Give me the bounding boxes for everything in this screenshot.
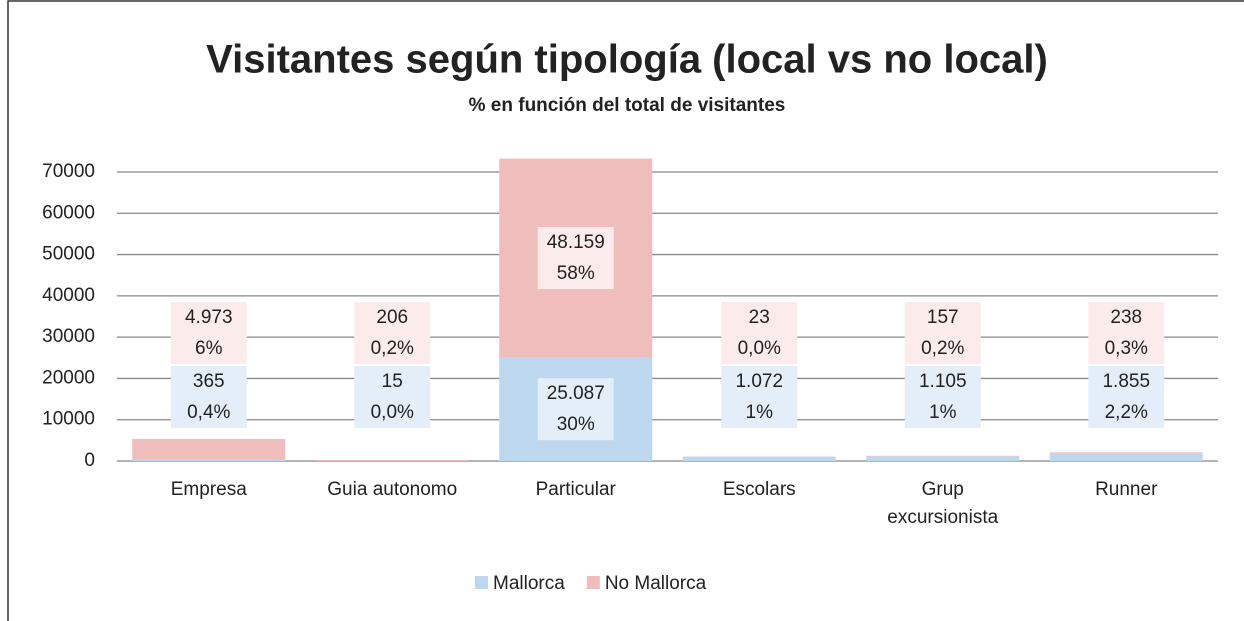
data-label: 157 [927,307,959,328]
data-label: 4.973 [185,307,233,328]
x-tick-label: Escolars [722,479,796,500]
data-label-box [354,302,431,364]
share-label: 6% [195,338,223,359]
data-label: 48.159 [547,232,605,253]
y-tick-label: 20000 [42,367,95,388]
share-label: 58% [557,263,595,284]
x-tick-label: Guia autonomo [327,479,458,500]
data-label-box [170,366,247,428]
data-label: 23 [749,307,770,328]
share-label: 2,2% [1105,402,1148,423]
bar-segment [1049,452,1203,454]
chart-subtitle: % en función del total de visitantes [469,95,786,116]
data-label: 25.087 [547,383,605,404]
data-label-box [537,227,614,290]
data-label: 1.855 [1102,371,1150,392]
share-label: 0,4% [187,402,230,423]
data-label-box [537,378,614,441]
y-tick-label: 10000 [42,409,95,430]
x-tick-label: Runner [1095,479,1158,500]
legend-label: Mallorca [493,573,565,594]
data-label: 206 [376,307,408,328]
bar-segment [132,438,286,460]
data-label: 1.072 [735,371,783,392]
share-label: 1% [746,402,774,423]
legend-swatch [586,576,600,589]
bar-segment [866,456,1020,461]
y-tick-label: 40000 [42,285,95,306]
share-label: 0,3% [1105,338,1148,359]
x-tick-label: Empresa [170,479,247,500]
data-label-box [354,366,431,428]
share-label: 1% [929,402,957,423]
share-label: 0,2% [371,338,414,359]
data-label-box [721,302,798,364]
share-label: 0,0% [738,338,781,359]
data-label: 1.105 [919,371,967,392]
y-tick-label: 30000 [42,326,95,347]
legend-swatch [475,576,488,589]
share-label: 0,2% [921,338,964,359]
bar-segment [1049,453,1203,461]
chart-border [7,0,1244,621]
data-label: 15 [382,371,403,392]
data-label-box [1088,366,1165,428]
data-label-box [904,366,981,428]
y-tick-label: 50000 [42,244,95,265]
x-tick-label: Particular [535,479,616,500]
data-label-box [721,366,798,428]
data-label-box [170,302,247,364]
chart-title: Visitantes según tipología (local vs no … [206,38,1048,82]
y-tick-label: 60000 [42,202,95,223]
y-tick-label: 70000 [42,161,95,182]
data-label-box [1088,302,1165,364]
x-tick-label: Grup excursionista [887,479,999,528]
y-tick-label: 0 [84,450,95,471]
data-label: 238 [1110,307,1142,328]
bar-segment [682,456,836,461]
share-label: 30% [557,414,595,435]
legend-label: No Mallorca [605,573,707,594]
bar-segment [315,460,469,461]
bar-segment [132,459,286,461]
bar-segment [866,455,1020,457]
data-label: 365 [193,371,225,392]
data-label-box [904,302,981,364]
share-label: 0,0% [371,402,414,423]
